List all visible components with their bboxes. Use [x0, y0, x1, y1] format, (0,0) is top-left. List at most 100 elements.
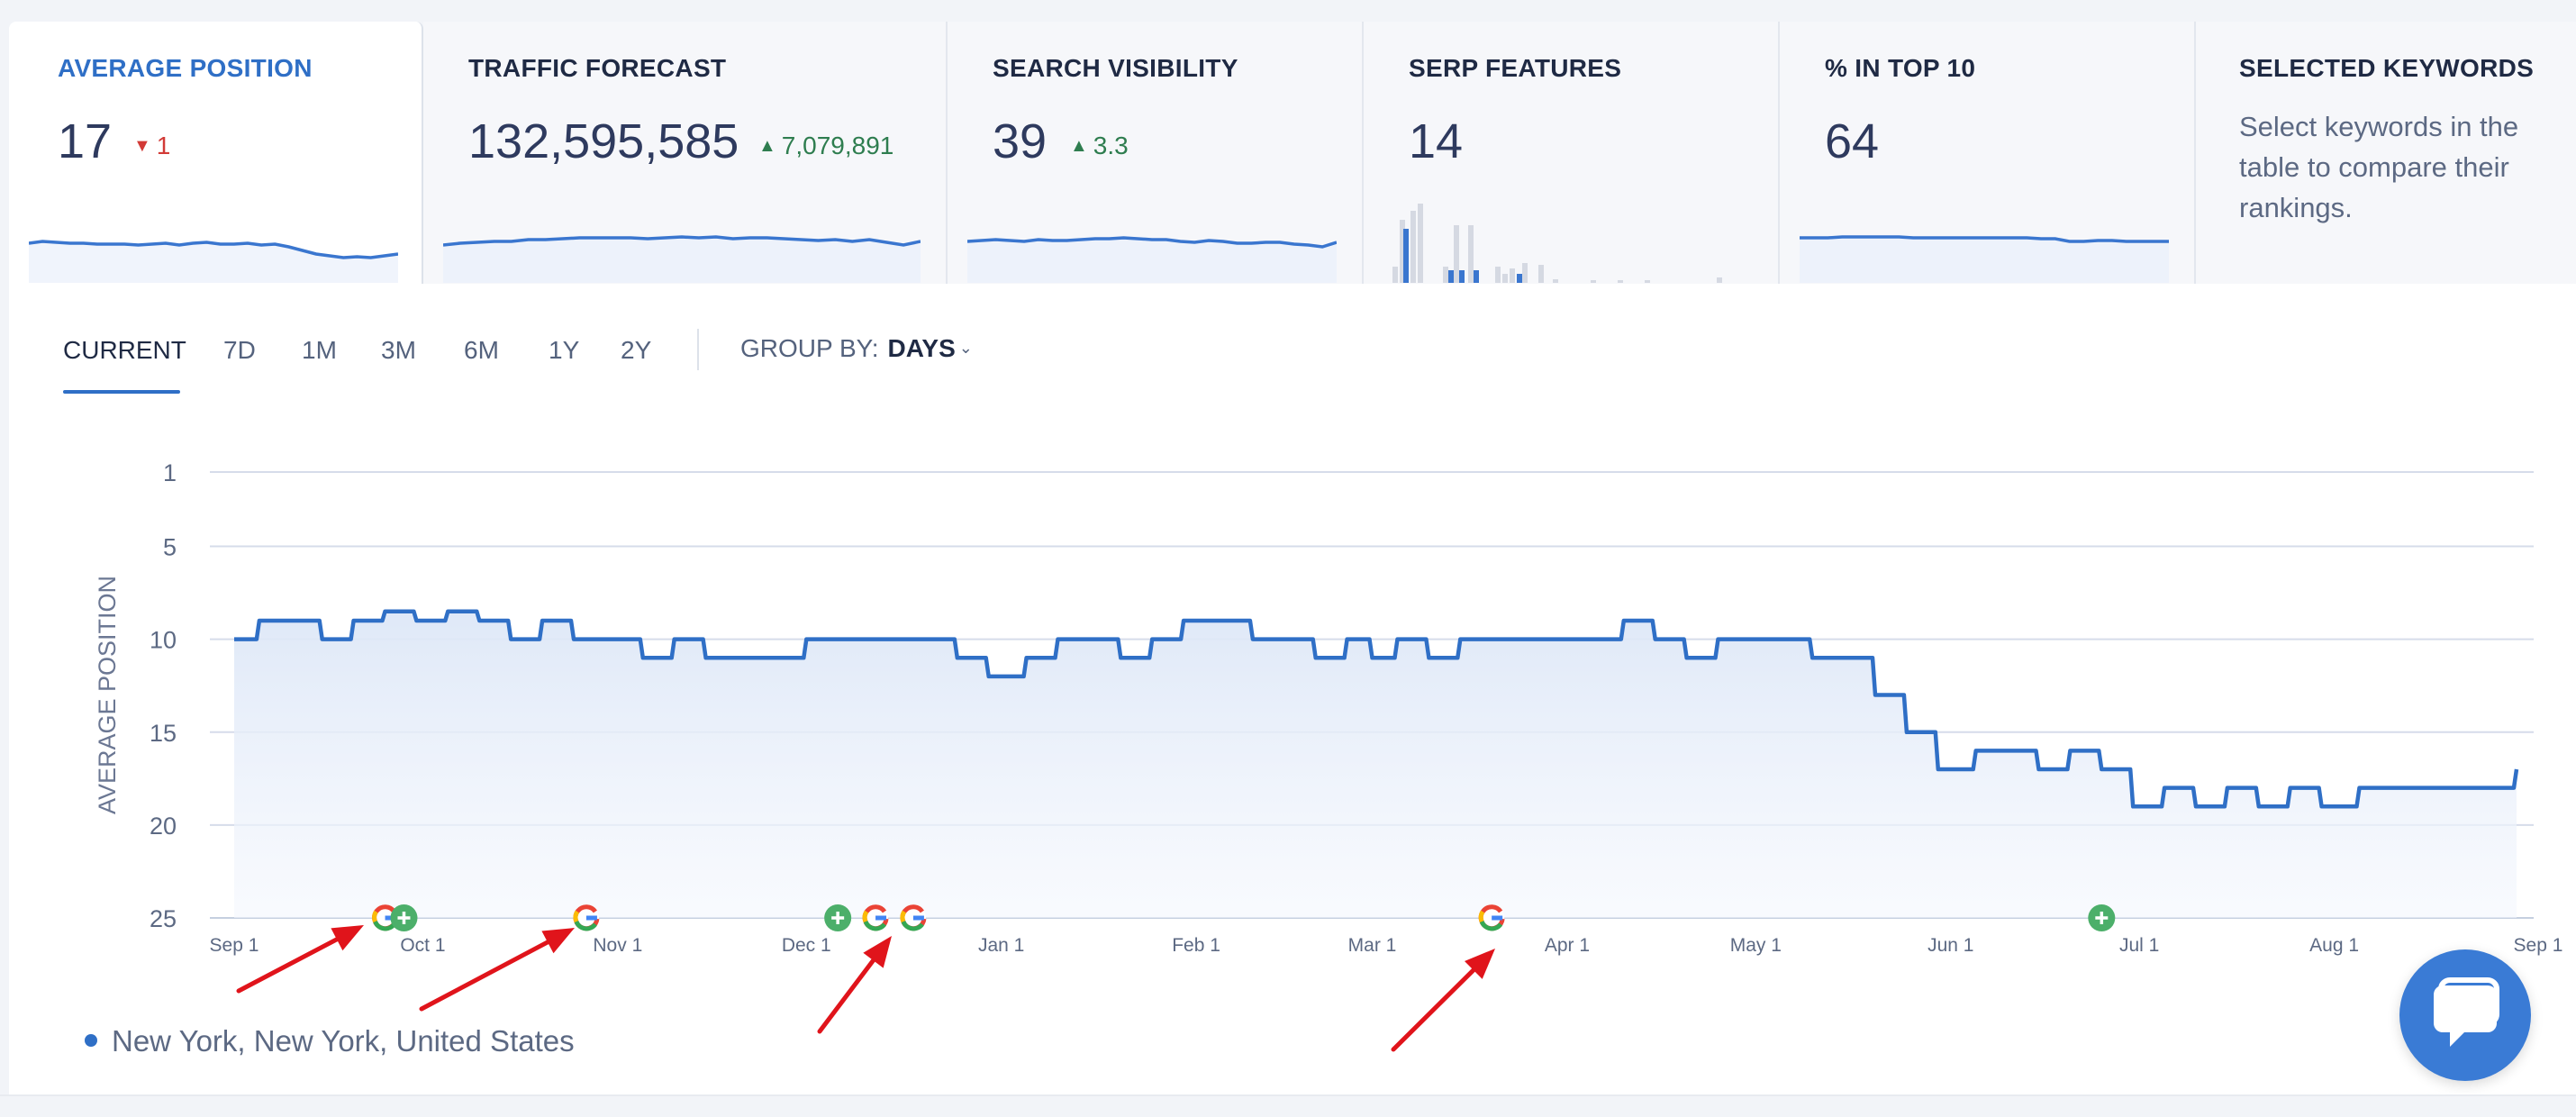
- group-by-select[interactable]: GROUP BY: DAYS ⌄: [740, 334, 973, 363]
- metric-delta: ▲ 3.3: [1070, 132, 1129, 159]
- serp-bar: [1459, 270, 1465, 283]
- group-by-label: GROUP BY:: [740, 334, 879, 362]
- tab-3m[interactable]: 3M: [381, 336, 416, 364]
- chevron-down-icon: ⌄: [958, 339, 973, 357]
- serp-bar: [1410, 211, 1416, 283]
- google-g-icon: [862, 904, 889, 931]
- tab-2y[interactable]: 2Y: [621, 336, 652, 364]
- tab-1y[interactable]: 1Y: [549, 336, 580, 364]
- divider: [697, 329, 699, 370]
- annotation-arrow: [419, 928, 575, 1012]
- serp-features-bars: [1392, 204, 1722, 283]
- bottom-divider: [0, 1094, 2576, 1096]
- serp-bar: [1510, 268, 1515, 283]
- serp-bar: [1538, 265, 1544, 283]
- serp-bar: [1495, 267, 1501, 283]
- x-tick-label: Feb 1: [1172, 935, 1220, 956]
- serp-bar: [1522, 263, 1528, 283]
- google-g-icon: [1478, 904, 1505, 931]
- annotation-arrow: [236, 925, 364, 994]
- serp-bar: [1474, 270, 1479, 283]
- google-g-icon: [900, 904, 927, 931]
- metric-label: AVERAGE POSITION: [58, 54, 313, 82]
- metric-label: % IN TOP 10: [1825, 54, 1976, 82]
- metric-search-visibility[interactable]: SEARCH VISIBILITY 39 ▲ 3.3: [948, 22, 1364, 284]
- sparkline: [1800, 235, 2169, 283]
- serp-bar: [1392, 267, 1398, 283]
- metric-in-top-10[interactable]: % IN TOP 10 64: [1780, 22, 2196, 284]
- serp-bar: [1443, 267, 1448, 283]
- plus-circle-icon: [2088, 904, 2116, 931]
- sparkline: [443, 235, 921, 283]
- triangle-down-icon: ▼: [133, 136, 151, 156]
- sparkline-line: [967, 236, 1337, 249]
- sparkline-fill: [443, 237, 921, 283]
- chat-bubble-icon: [2434, 977, 2499, 1047]
- legend-location[interactable]: New York, New York, United States: [112, 1024, 575, 1058]
- annotation-arrow: [1391, 949, 1495, 1052]
- serp-bar: [1591, 280, 1596, 283]
- triangle-up-icon: ▲: [758, 136, 776, 156]
- metric-value: 64: [1825, 114, 1880, 168]
- x-tick-label: Jun 1: [1927, 935, 1973, 956]
- x-tick-label: Aug 1: [2309, 935, 2359, 956]
- x-tick-label: Sep 1: [210, 935, 259, 956]
- serp-bar: [1418, 204, 1423, 283]
- tab-current[interactable]: CURRENT: [63, 336, 186, 364]
- metric-serp-features[interactable]: SERP FEATURES 14: [1364, 22, 1780, 284]
- metric-value: 39: [993, 114, 1048, 168]
- metric-average-position[interactable]: AVERAGE POSITION 17 ▼ 1: [9, 22, 423, 284]
- metric-label: SELECTED KEYWORDS: [2239, 54, 2535, 82]
- serp-bar: [1454, 225, 1459, 283]
- serp-bar: [1517, 274, 1522, 283]
- google-g-icon: [372, 904, 399, 931]
- plus-circle-icon: [390, 904, 418, 931]
- chart-panel: CURRENT 7D 1M 3M 6M 1Y 2Y GROUP BY: DAYS ⌄…: [9, 284, 2576, 1094]
- y-tick-label: 10: [150, 627, 177, 654]
- tab-1m[interactable]: 1M: [302, 336, 337, 364]
- x-tick-label: Dec 1: [782, 935, 831, 956]
- serp-bar: [1618, 280, 1623, 283]
- tab-7d[interactable]: 7D: [223, 336, 256, 364]
- x-tick-label: Jul 1: [2119, 935, 2159, 956]
- x-tick-label: May 1: [1730, 935, 1782, 956]
- x-tick-label: Sep 1: [2514, 935, 2563, 956]
- metric-label: TRAFFIC FORECAST: [468, 54, 727, 82]
- metric-selected-keywords: SELECTED KEYWORDS Select keywords in the…: [2196, 22, 2576, 284]
- y-tick-label: 15: [150, 720, 177, 747]
- x-tick-label: Jan 1: [978, 935, 1024, 956]
- x-tick-label: Mar 1: [1348, 935, 1397, 956]
- annotation-arrow: [817, 936, 892, 1034]
- sparkline-fill: [967, 238, 1337, 283]
- series-line: [234, 609, 2519, 809]
- serp-bar: [1553, 279, 1558, 283]
- serp-bar: [1448, 270, 1454, 283]
- serp-bar: [1400, 220, 1405, 283]
- metric-value: 14: [1409, 114, 1464, 168]
- serp-bar: [1403, 229, 1409, 283]
- serp-bar: [1717, 277, 1722, 283]
- y-tick-label: 25: [150, 905, 177, 932]
- group-by-value: DAYS: [887, 334, 956, 362]
- serp-bar: [1468, 225, 1474, 283]
- metric-delta: ▲ 7,079,891: [758, 132, 894, 159]
- y-tick-label: 5: [163, 534, 177, 561]
- sparkline-line: [1800, 235, 2169, 243]
- metric-value: 132,595,585: [468, 114, 739, 168]
- sparkline-line: [29, 240, 398, 259]
- series-area: [234, 611, 2517, 918]
- sparkline-fill: [1800, 237, 2169, 283]
- y-tick-label: 20: [150, 813, 177, 840]
- triangle-up-icon: ▲: [1070, 136, 1088, 156]
- google-g-icon: [573, 904, 600, 931]
- tab-6m[interactable]: 6M: [464, 336, 499, 364]
- metric-label: SEARCH VISIBILITY: [993, 54, 1238, 82]
- x-tick-label: Apr 1: [1545, 935, 1590, 956]
- sparkline-fill: [29, 241, 398, 283]
- chat-button[interactable]: [2399, 949, 2531, 1081]
- y-axis-label: AVERAGE POSITION: [94, 576, 121, 814]
- plus-circle-icon: [824, 904, 852, 931]
- metric-traffic-forecast[interactable]: TRAFFIC FORECAST 132,595,585 ▲ 7,079,891: [423, 22, 948, 284]
- legend-marker: [85, 1034, 97, 1047]
